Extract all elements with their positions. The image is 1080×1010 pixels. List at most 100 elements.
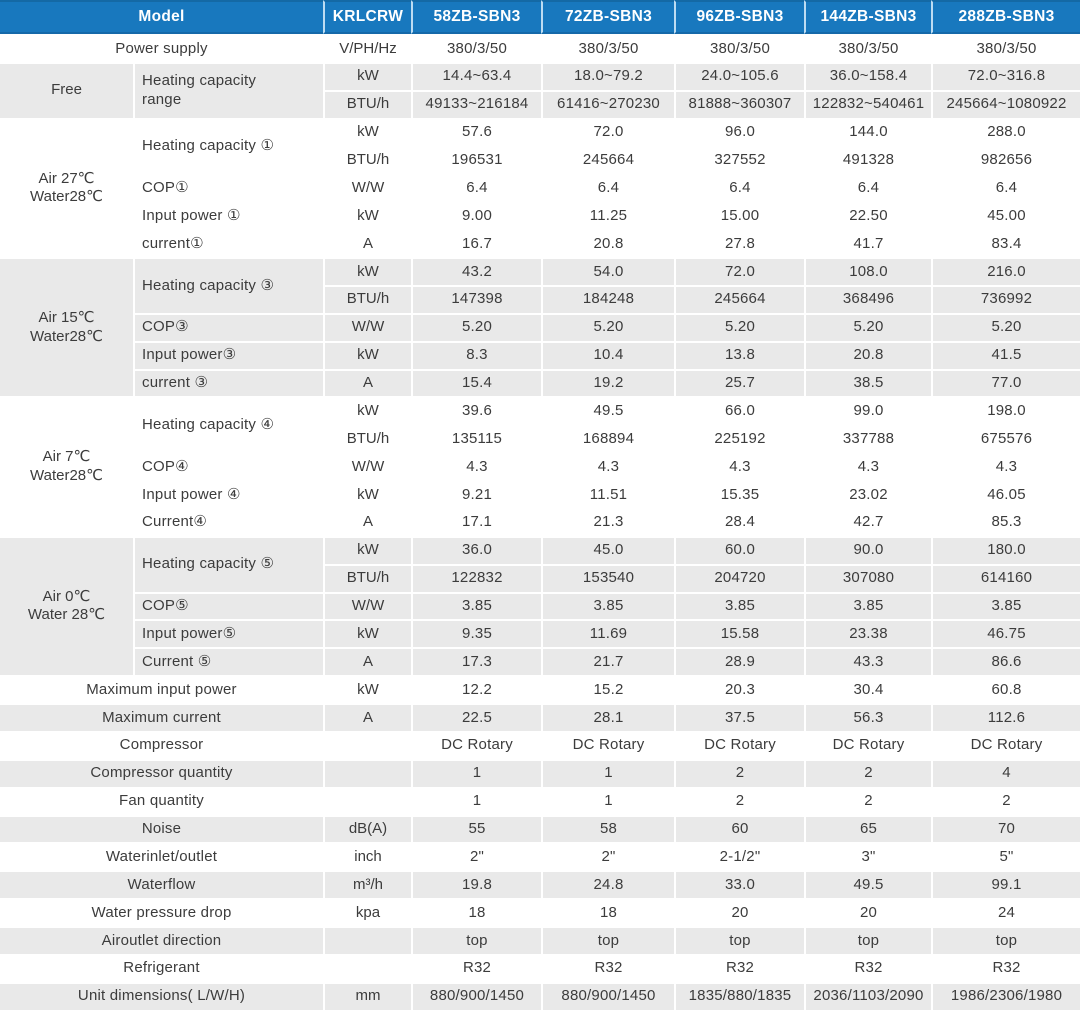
value-cell: 13.8 [674, 340, 804, 369]
value-cell: 4.3 [931, 452, 1080, 480]
param-label: Heating capacity range [133, 61, 323, 118]
header-row: Model KRLCRW 58ZB-SBN3 72ZB-SBN3 96ZB-SB… [0, 0, 1080, 34]
unit-cell: kW [323, 675, 411, 703]
value-cell: 2 [674, 758, 804, 787]
value-cell: 18 [541, 898, 674, 926]
value-cell: top [674, 926, 804, 954]
value-cell: 122832~540461 [804, 89, 931, 118]
value-cell: 3.85 [804, 591, 931, 620]
unit-cell: BTU/h [323, 89, 411, 118]
section-label: Air 27℃ Water28℃ [0, 117, 133, 257]
table-row: Air 7℃ Water28℃ Heating capacity ④ kW 39.6 4… [0, 396, 1080, 536]
param-label: Maximum input power [0, 675, 323, 703]
value-cell: 60 [674, 814, 804, 843]
param-label: COP④ [133, 452, 323, 480]
value-cell: 54.0 [541, 257, 674, 285]
param-label: current① [133, 229, 323, 257]
value-cell: 19.2 [541, 368, 674, 397]
value-cell: 880/900/1450 [411, 981, 541, 1010]
value-cell: DC Rotary [931, 730, 1080, 759]
value-cell: top [804, 926, 931, 954]
value-cell: 3.85 [541, 591, 674, 620]
table-row: Maximum current A 22.5 28.1 37.5 56.3 112.6 [0, 703, 1080, 731]
unit-cell: kW [323, 396, 411, 425]
table-row: Water pressure drop kpa 18 18 20 20 24 [0, 898, 1080, 926]
value-cell: 2 [804, 786, 931, 815]
value-cell: 18 [411, 898, 541, 926]
value-cell: 184248 [541, 284, 674, 313]
value-cell: 28.1 [541, 703, 674, 731]
value-cell: 6.4 [541, 173, 674, 202]
value-cell: 122832 [411, 563, 541, 592]
value-cell: 6.4 [411, 173, 541, 202]
value-cell: 43.3 [804, 647, 931, 676]
value-cell: 60.0 [674, 535, 804, 564]
value-cell: 18.0~79.2 [541, 61, 674, 90]
value-cell: 72.0 [674, 257, 804, 285]
value-cell: 10.4 [541, 340, 674, 369]
value-cell: 36.0 [411, 535, 541, 564]
value-cell: 135115 [411, 424, 541, 453]
value-cell: 65 [804, 814, 931, 843]
value-cell: 46.75 [931, 619, 1080, 648]
value-cell: 108.0 [804, 257, 931, 285]
param-label: Noise [0, 814, 323, 843]
value-cell: 5.20 [411, 312, 541, 341]
value-cell: 4.3 [674, 452, 804, 480]
value-cell: DC Rotary [541, 730, 674, 759]
section-label: Air 7℃ Water28℃ [0, 396, 133, 536]
value-cell: 5.20 [931, 312, 1080, 341]
value-cell: R32 [674, 953, 804, 982]
value-cell: 153540 [541, 563, 674, 592]
value-cell: 216.0 [931, 257, 1080, 285]
value-cell: 21.7 [541, 647, 674, 676]
value-cell: 39.6 [411, 396, 541, 425]
table-row: Compressor DC Rotary DC Rotary DC Rotary DC … [0, 730, 1080, 759]
table-header: Model KRLCRW 58ZB-SBN3 72ZB-SBN3 96ZB-SB… [0, 0, 1080, 34]
unit-cell [323, 926, 411, 954]
table-row: Airoutlet direction top top top top top [0, 926, 1080, 954]
value-cell: 5.20 [541, 312, 674, 341]
unit-cell: m³/h [323, 870, 411, 899]
value-cell: R32 [541, 953, 674, 982]
value-cell: 1 [541, 758, 674, 787]
table-row: Waterinlet/outlet inch 2" 2" 2-1/2" 3" 5" [0, 842, 1080, 871]
value-cell: top [411, 926, 541, 954]
table-row: Input power ④ kW 9.21 11.51 15.35 23.02 46.05 [0, 480, 1080, 508]
table-row: COP④ W/W 4.3 4.3 4.3 4.3 4.3 [0, 452, 1080, 480]
value-cell: 327552 [674, 145, 804, 174]
param-label: Heating capacity ④ [133, 396, 323, 453]
col-header-model-4: 144ZB-SBN3 [804, 0, 931, 34]
value-cell: 15.4 [411, 368, 541, 397]
value-cell: 12.2 [411, 675, 541, 703]
section-label: Free [0, 61, 133, 118]
value-cell: 1 [411, 758, 541, 787]
param-label: Refrigerant [0, 953, 323, 982]
value-cell: 46.05 [931, 480, 1080, 508]
value-cell: 20.8 [804, 340, 931, 369]
value-cell: 24 [931, 898, 1080, 926]
param-label: COP⑤ [133, 591, 323, 620]
value-cell: 112.6 [931, 703, 1080, 731]
value-cell: 20.8 [541, 229, 674, 257]
value-cell: 380/3/50 [411, 34, 541, 62]
value-cell: DC Rotary [804, 730, 931, 759]
value-cell: 28.4 [674, 507, 804, 536]
unit-cell: W/W [323, 591, 411, 620]
unit-cell: A [323, 229, 411, 257]
value-cell: 37.5 [674, 703, 804, 731]
unit-cell: W/W [323, 452, 411, 480]
table-row: COP⑤ W/W 3.85 3.85 3.85 3.85 3.85 [0, 591, 1080, 620]
value-cell: 20.3 [674, 675, 804, 703]
value-cell: 2-1/2" [674, 842, 804, 871]
value-cell: 49.5 [804, 870, 931, 899]
param-label: current ③ [133, 368, 323, 397]
value-cell: 19.8 [411, 870, 541, 899]
value-cell: 14.4~63.4 [411, 61, 541, 90]
value-cell: 196531 [411, 145, 541, 174]
value-cell: DC Rotary [411, 730, 541, 759]
value-cell: 288.0 [931, 117, 1080, 146]
value-cell: 4 [931, 758, 1080, 787]
value-cell: 3.85 [674, 591, 804, 620]
